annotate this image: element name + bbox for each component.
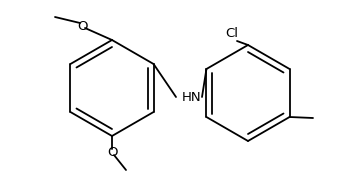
Text: O: O [107,145,117,159]
Text: O: O [78,19,88,33]
Text: HN: HN [182,90,202,103]
Text: Cl: Cl [226,26,238,40]
